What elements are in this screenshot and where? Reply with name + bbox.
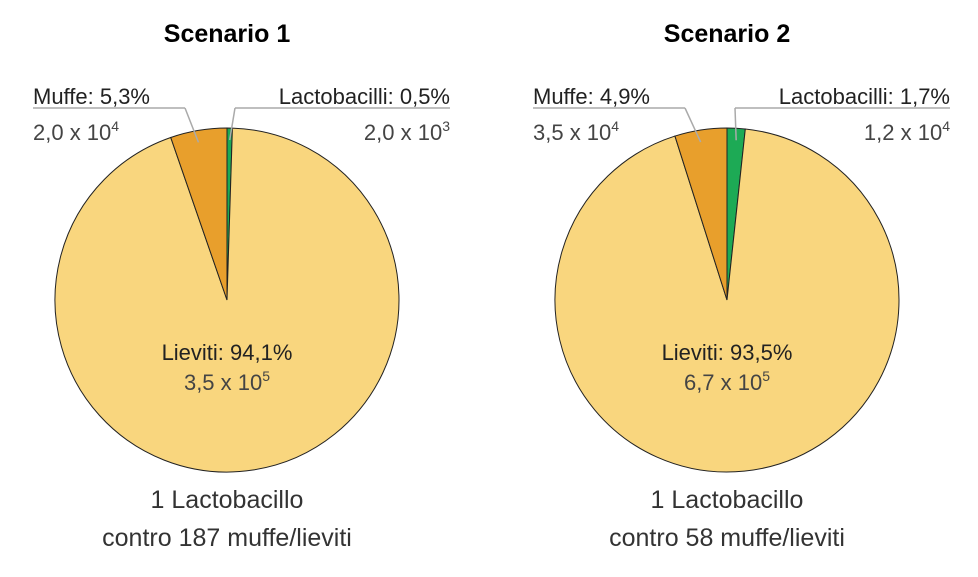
chart-caption-line1: 1 Lactobacillo (651, 486, 804, 514)
slice-count-muffe: 2,0 x 104 (33, 118, 119, 145)
slice-label-lactobacilli: Lactobacilli: 1,7% (779, 84, 950, 109)
slice-label-lactobacilli: Lactobacilli: 0,5% (279, 84, 450, 109)
slice-count-lactobacilli: 2,0 x 103 (364, 118, 450, 145)
leader-line (734, 107, 737, 141)
leader-line (684, 107, 702, 143)
slice-count-lactobacilli: 1,2 x 104 (864, 118, 950, 145)
slice-label-muffe: Muffe: 5,3% (33, 84, 150, 109)
chart-caption-line1: 1 Lactobacillo (151, 486, 304, 514)
pie-slice-lieviti (554, 128, 900, 473)
slice-label-muffe: Muffe: 4,9% (533, 84, 650, 109)
slice-label-lieviti: Lieviti: 94,1% (162, 340, 293, 365)
pie-chart-1: Scenario 1 Lactobacilli: 0,5% Muffe: 5,3% L… (33, 20, 450, 552)
leader-line (184, 107, 200, 143)
chart-caption-line2: contro 58 muffe/lieviti (609, 524, 845, 552)
slice-count-lieviti: 6,7 x 105 (684, 368, 770, 395)
slice-label-lieviti: Lieviti: 93,5% (662, 340, 793, 365)
leader-line (228, 107, 236, 141)
chart-caption-line2: contro 187 muffe/lieviti (102, 524, 352, 552)
pie-slice-muffe (170, 127, 228, 301)
pie-slice-muffe (674, 127, 728, 301)
slice-count-lieviti: 3,5 x 105 (184, 368, 270, 395)
slice-count-muffe: 3,5 x 104 (533, 118, 619, 145)
chart-title: Scenario 2 (664, 20, 790, 48)
chart-title: Scenario 1 (164, 20, 291, 48)
pie-chart-2: Scenario 2 Lactobacilli: 1,7% Muffe: 4,9% L… (533, 20, 950, 552)
